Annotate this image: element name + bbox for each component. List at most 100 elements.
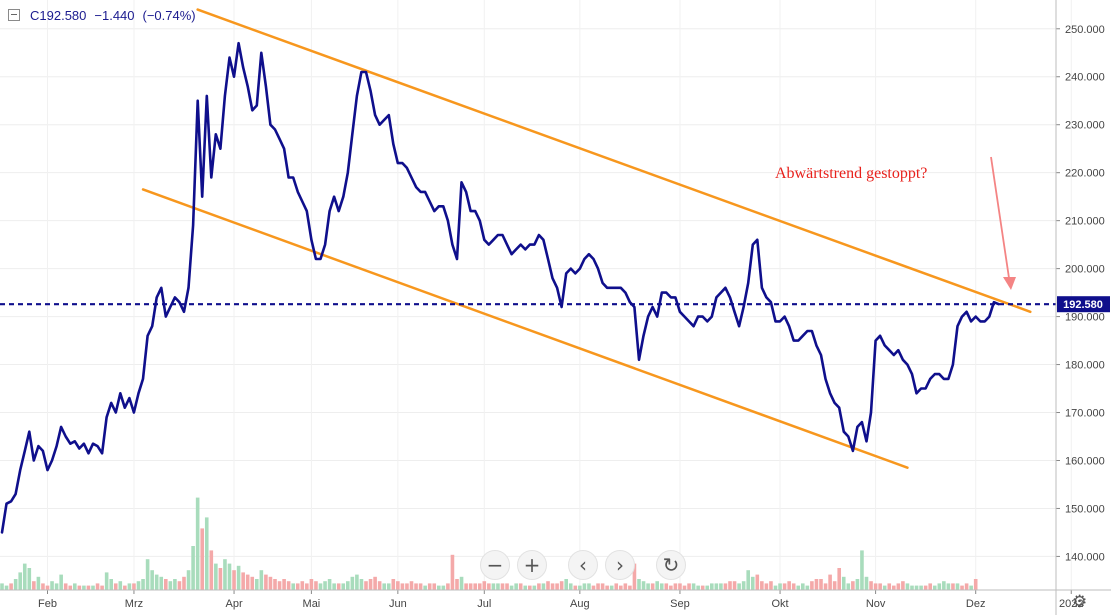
volume-bar [873, 583, 878, 590]
volume-bar [268, 576, 273, 590]
volume-bar [801, 583, 805, 590]
volume-bar [173, 579, 177, 590]
volume-bar [118, 581, 123, 590]
x-tick-label: 2022 [1059, 598, 1083, 610]
volume-bar [846, 583, 851, 590]
volume-bar [937, 583, 942, 590]
x-tick-label: Nov [866, 598, 886, 610]
x-tick-label: Feb [38, 598, 57, 610]
last-price-label: 192.580 [1063, 299, 1103, 311]
volume-bar [350, 576, 355, 590]
volume-bar [951, 583, 955, 590]
volume-bar [273, 579, 277, 590]
y-tick-label: 220.000 [1065, 168, 1105, 180]
volume-bar [32, 581, 36, 590]
volume-bar [455, 579, 459, 590]
volume-bar [632, 563, 637, 590]
volume-bar [500, 583, 505, 590]
volume-bar [860, 550, 864, 590]
volume-bar [619, 585, 623, 590]
chart-navigation: − + ‹ › ↻ [480, 550, 693, 580]
volume-bar [832, 581, 837, 590]
volume-bar [145, 559, 150, 590]
volume-bar [177, 581, 182, 590]
volume-bar [901, 581, 905, 590]
volume-bar [669, 585, 673, 590]
reset-chart-button[interactable]: ↻ [656, 550, 686, 580]
volume-bar [450, 554, 455, 590]
volume-bar [973, 579, 978, 590]
volume-bar [491, 583, 496, 590]
volume-bar [614, 583, 619, 590]
volume-bar [928, 583, 932, 590]
volume-bar [705, 585, 710, 590]
volume-bar [696, 585, 700, 590]
volume-bar [341, 583, 346, 590]
volume-bar [50, 581, 54, 590]
zoom-in-button[interactable]: + [517, 550, 547, 580]
volume-bar [400, 583, 405, 590]
volume-bar [578, 585, 582, 590]
price-change-percent: (−0.74%) [142, 7, 196, 23]
volume-bar [204, 517, 209, 590]
volume-bar [4, 585, 9, 590]
volume-bar [186, 570, 191, 590]
volume-bar [250, 576, 255, 590]
gear-icon[interactable]: ⚙ [1072, 592, 1088, 612]
volume-bar [109, 579, 113, 590]
volume-bar [796, 585, 801, 590]
volume-bar [218, 568, 223, 590]
volume-bar [541, 583, 546, 590]
x-tick-label: Jul [477, 598, 491, 610]
volume-bar [132, 583, 136, 590]
volume-bar [664, 583, 669, 590]
volume-bar [814, 579, 819, 590]
volume-bar [45, 585, 50, 590]
volume-bar [214, 563, 218, 590]
volume-bar [528, 585, 532, 590]
volume-bar [100, 585, 104, 590]
volume-bar [969, 585, 973, 590]
volume-bar [582, 583, 587, 590]
volume-bar [591, 585, 596, 590]
x-tick-label: Sep [670, 598, 690, 610]
volume-bar [241, 572, 245, 590]
volume-bar [923, 585, 928, 590]
volume-bar [919, 585, 923, 590]
volume-bar [182, 576, 186, 590]
volume-bar [737, 583, 741, 590]
volume-bar [446, 583, 450, 590]
volume-bar [136, 581, 141, 590]
volume-bar [27, 568, 32, 590]
volume-bar [851, 581, 855, 590]
volume-bar [95, 583, 100, 590]
zoom-out-button[interactable]: − [480, 550, 510, 580]
x-tick-label: Jun [389, 598, 407, 610]
volume-bar [864, 576, 869, 590]
volume-bar [559, 581, 564, 590]
volume-bar [760, 581, 764, 590]
volume-bar [346, 581, 350, 590]
scroll-left-button[interactable]: ‹ [568, 550, 598, 580]
collapse-icon[interactable] [8, 9, 20, 21]
x-tick-label: Okt [771, 598, 788, 610]
scroll-right-button[interactable]: › [605, 550, 635, 580]
volume-bar [409, 581, 414, 590]
volume-bar [514, 583, 518, 590]
volume-bar [564, 579, 568, 590]
annotation-arrow [990, 156, 1016, 290]
x-tick-label: Mai [303, 598, 321, 610]
volume-bar [191, 546, 195, 590]
volume-bar [555, 583, 559, 590]
volume-bar [277, 581, 282, 590]
volume-bar [427, 583, 432, 590]
volume-bar [309, 579, 314, 590]
volume-bar [955, 583, 960, 590]
volume-bar [36, 576, 41, 590]
volume-bar [264, 574, 268, 590]
volume-bar [54, 583, 59, 590]
volume-bar [195, 497, 200, 590]
volume-bar [805, 585, 810, 590]
y-tick-label: 200.000 [1065, 264, 1105, 276]
